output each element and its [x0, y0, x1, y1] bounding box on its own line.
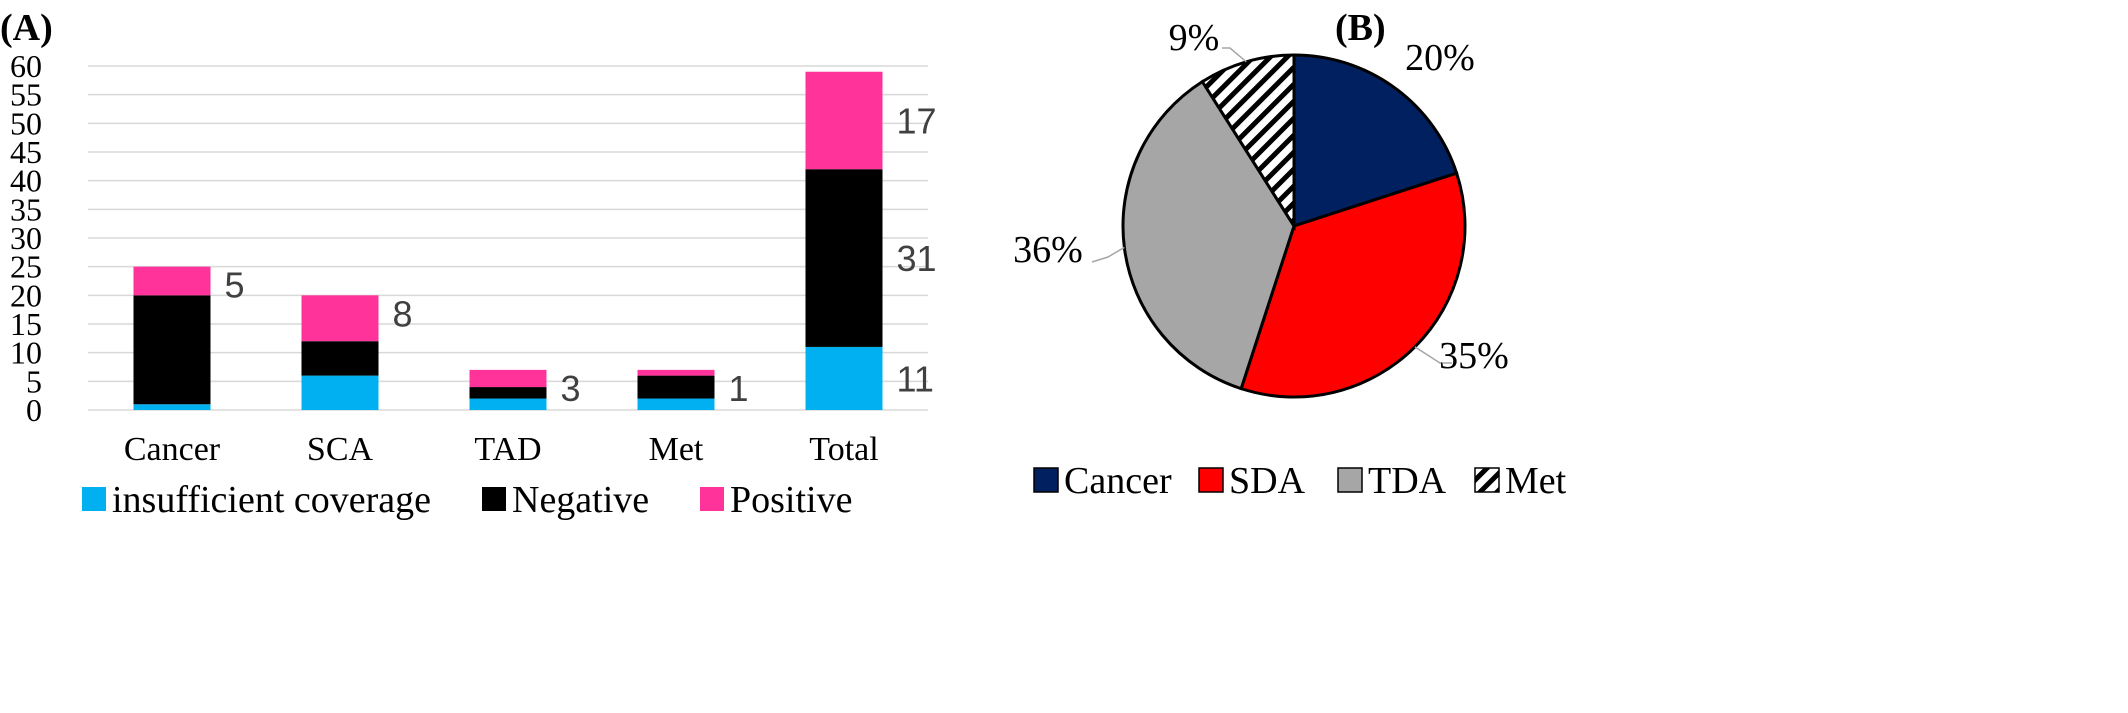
bar-total-insufficient-coverage	[805, 346, 883, 410]
x-tick-cancer: Cancer	[124, 431, 221, 468]
pie-legend-label-cancer: Cancer	[1064, 460, 1172, 502]
bar-gridlines	[88, 65, 928, 411]
bar-met-positive	[637, 369, 715, 376]
bar-met-negative	[637, 375, 715, 399]
bar-cancer-negative	[133, 295, 211, 405]
pie-percent-labels: 20% 35% 36% 9%	[1013, 17, 1509, 377]
pie-slices	[1121, 53, 1467, 399]
bar-tad-negative	[469, 387, 547, 399]
annotation-met-1: 1	[729, 368, 749, 409]
x-tick-sca: SCA	[307, 431, 374, 468]
legend-label-insufficient-coverage: insufficient coverage	[112, 479, 431, 521]
annotation-tad-3: 3	[561, 368, 581, 409]
y-tick-10: 10	[10, 335, 42, 371]
panel-b-label: (B)	[1335, 7, 1386, 49]
pie-legend-swatch-cancer	[1033, 467, 1059, 493]
legend-swatch-insufficient-coverage	[82, 487, 106, 511]
legend-label-negative: Negative	[512, 479, 649, 521]
leader-tda	[1091, 246, 1125, 263]
bar-legend: insufficient coverage Negative Positive	[82, 479, 852, 521]
leader-met	[1222, 47, 1247, 63]
pie-legend-label-tda: TDA	[1368, 460, 1447, 502]
legend-swatch-positive	[700, 487, 724, 511]
y-tick-35: 35	[10, 191, 42, 227]
bar-sca-positive	[301, 295, 379, 342]
pie-legend-label-sda: SDA	[1229, 460, 1306, 502]
bar-x-tick-labels: Cancer SCA TAD Met Total	[124, 431, 879, 468]
bar-stacks	[133, 71, 883, 410]
pie-leader-lines	[1091, 47, 1452, 364]
slice-sda	[1239, 171, 1467, 399]
x-tick-met: Met	[649, 431, 704, 468]
y-tick-25: 25	[10, 249, 42, 285]
annotation-sca-8: 8	[393, 293, 413, 334]
bar-cancer-insufficient-coverage	[133, 404, 211, 410]
annotation-total-17: 17	[897, 100, 937, 141]
bar-sca-negative	[301, 341, 379, 376]
y-tick-0: 0	[26, 392, 42, 428]
y-tick-15: 15	[10, 306, 42, 342]
bar-cancer-positive	[133, 266, 211, 296]
bar-sca-insufficient-coverage	[301, 375, 379, 410]
y-tick-55: 55	[10, 77, 42, 113]
y-tick-50: 50	[10, 105, 42, 141]
panel-a-label: (A)	[0, 7, 53, 49]
annotation-cancer-5: 5	[225, 265, 245, 306]
pie-label-sda: 35%	[1439, 335, 1509, 377]
pie-label-cancer: 20%	[1405, 37, 1475, 79]
y-tick-60: 60	[10, 48, 42, 84]
annotation-total-11: 11	[897, 358, 934, 399]
bar-total-positive	[805, 71, 883, 170]
y-tick-40: 40	[10, 163, 42, 199]
pie-legend-swatch-sda	[1198, 467, 1224, 493]
y-tick-20: 20	[10, 277, 42, 313]
bar-tad-insufficient-coverage	[469, 398, 547, 410]
annotation-total-31: 31	[897, 238, 937, 279]
bar-total-negative	[805, 169, 883, 347]
legend-swatch-negative	[482, 487, 506, 511]
bar-met-insufficient-coverage	[637, 398, 715, 410]
leader-sda	[1414, 346, 1452, 364]
slice-met	[1200, 53, 1296, 232]
y-tick-5: 5	[26, 363, 42, 399]
pie-chart: 20% 35% 36% 9% Cancer SDA TDA Met	[1013, 17, 1566, 502]
pie-label-met: 9%	[1169, 17, 1220, 59]
pie-legend-swatch-met	[1474, 467, 1500, 493]
pie-legend: Cancer SDA TDA Met	[1033, 460, 1567, 502]
x-tick-total: Total	[809, 431, 878, 468]
x-tick-tad: TAD	[474, 431, 541, 468]
y-tick-45: 45	[10, 134, 42, 170]
pie-legend-label-met: Met	[1505, 460, 1567, 502]
legend-label-positive: Positive	[730, 479, 852, 521]
pie-legend-swatch-tda	[1337, 467, 1363, 493]
pie-label-tda: 36%	[1013, 229, 1083, 271]
y-tick-30: 30	[10, 220, 42, 256]
slice-cancer	[1292, 53, 1459, 229]
bar-tad-positive	[469, 369, 547, 388]
